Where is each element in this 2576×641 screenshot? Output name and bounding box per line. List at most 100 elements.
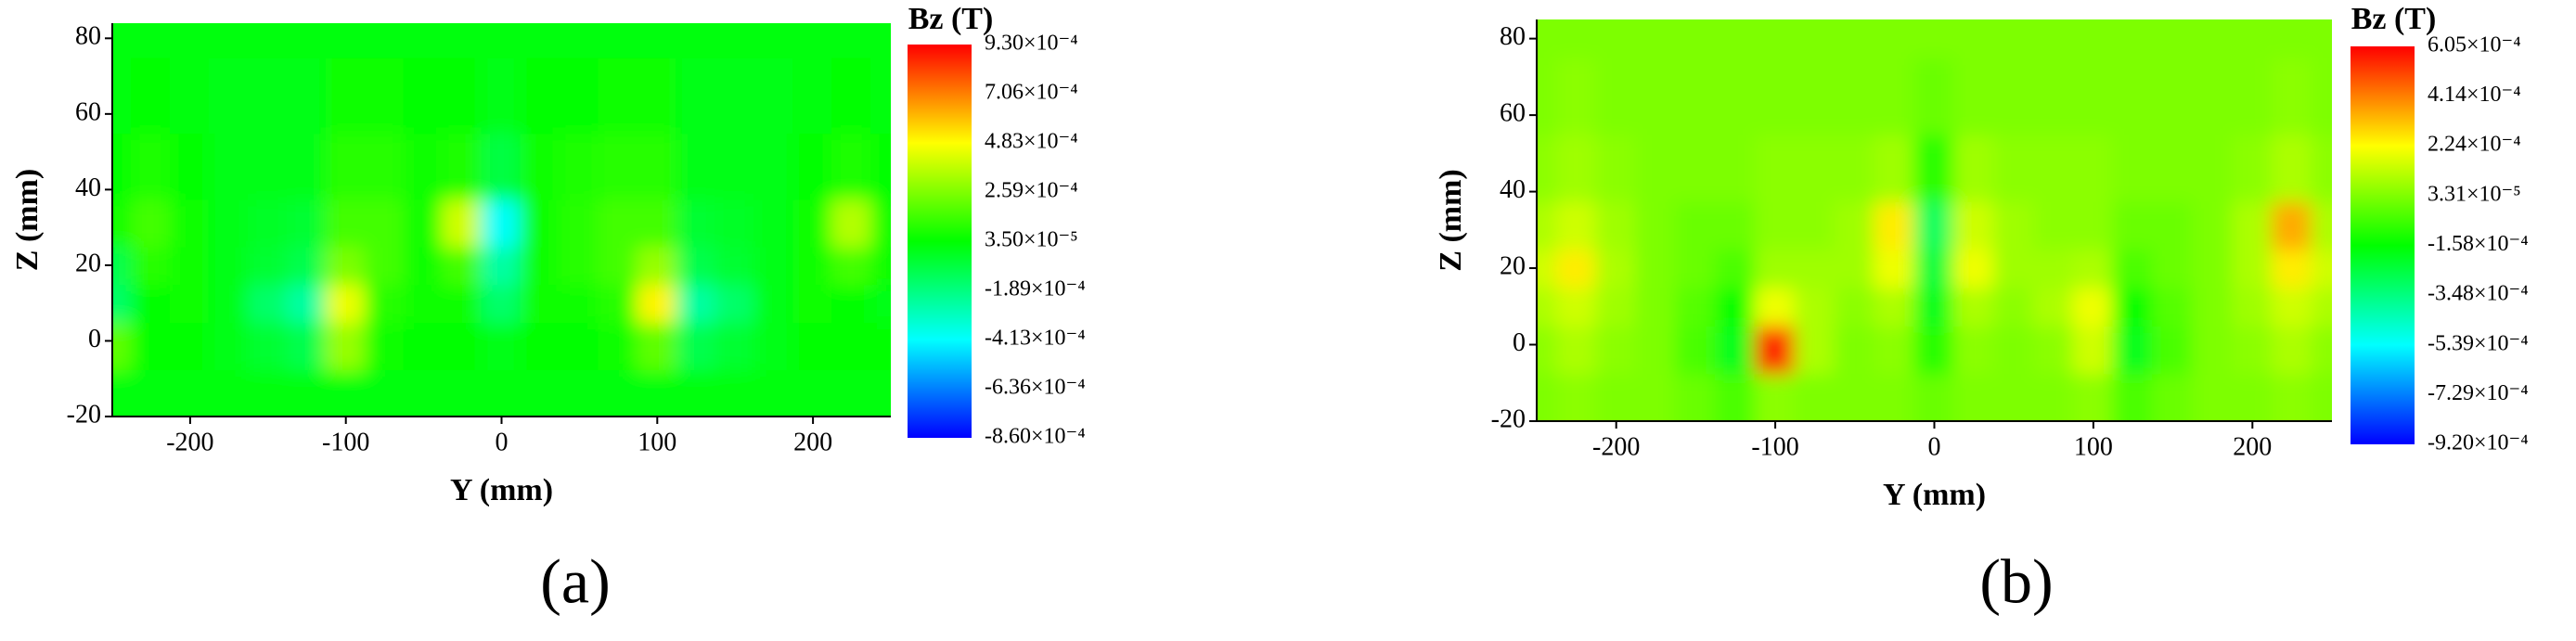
cell [403, 368, 444, 417]
cell [559, 198, 600, 248]
y-tick-label: 20 [75, 249, 101, 277]
cell [481, 198, 522, 248]
cell [1992, 248, 2035, 288]
cell [520, 23, 561, 58]
x-axis-label: Y (mm) [1883, 478, 1986, 512]
cell [1834, 133, 1876, 202]
cell [403, 56, 444, 135]
cell [112, 321, 133, 371]
cell [481, 56, 522, 135]
cell [2072, 57, 2115, 135]
cell [1794, 133, 1836, 202]
cell [1874, 286, 1916, 327]
cell [364, 321, 406, 371]
cell [792, 245, 834, 286]
x-tick-label: 100 [638, 428, 676, 456]
cell [1754, 133, 1797, 202]
cell [1595, 57, 1638, 135]
cell [2231, 133, 2273, 202]
cell [1874, 57, 1916, 135]
cell [403, 132, 444, 200]
cell [130, 245, 172, 286]
cell [2271, 248, 2313, 288]
cell [1674, 248, 1717, 288]
cell [442, 23, 483, 58]
cell [2152, 133, 2195, 202]
cell [2271, 372, 2313, 421]
cell [112, 132, 133, 200]
cell [2311, 19, 2332, 59]
cell [792, 132, 834, 200]
cell [831, 283, 873, 324]
cell [676, 283, 717, 324]
cell [130, 368, 172, 417]
cell [2271, 324, 2313, 375]
cell [2152, 372, 2195, 421]
cell [403, 23, 444, 58]
cell [1794, 199, 1836, 250]
cell [831, 23, 873, 58]
cell [1754, 372, 1797, 421]
cell [364, 368, 406, 417]
cell [1595, 372, 1638, 421]
cell [2192, 199, 2234, 250]
cell [1794, 248, 1836, 288]
cell [2072, 324, 2115, 375]
cell [2072, 133, 2115, 202]
cell [325, 23, 367, 58]
cell [247, 245, 289, 286]
cell [1555, 248, 1598, 288]
cell [2311, 199, 2332, 250]
cell [676, 245, 717, 286]
cell [364, 132, 406, 200]
y-tick-label: 60 [1500, 99, 1526, 128]
cell [130, 283, 172, 324]
cell [637, 56, 678, 135]
cell [481, 321, 522, 371]
cell [2032, 199, 2075, 250]
cell [1537, 286, 1558, 327]
cell [481, 132, 522, 200]
cell [112, 56, 133, 135]
cell [1754, 286, 1797, 327]
cell [1714, 57, 1757, 135]
cell [1794, 57, 1836, 135]
cell [1674, 19, 1717, 59]
cell [2152, 248, 2195, 288]
y-tick-label: 20 [1500, 251, 1526, 280]
cell [2311, 248, 2332, 288]
cell [1952, 248, 1995, 288]
cell [2032, 19, 2075, 59]
cell [2152, 324, 2195, 375]
cell [169, 245, 211, 286]
cell [598, 245, 639, 286]
cell [715, 132, 756, 200]
cell [559, 283, 600, 324]
cell [1874, 199, 1916, 250]
colorbar [908, 45, 972, 438]
heatmap [112, 23, 891, 417]
cell [169, 321, 211, 371]
y-tick-label: -20 [1491, 404, 1526, 433]
cell [325, 198, 367, 248]
cell [2231, 324, 2273, 375]
cell [753, 368, 795, 417]
y-tick-label: 0 [1513, 328, 1526, 357]
cell [753, 245, 795, 286]
cell [403, 283, 444, 324]
cell [559, 23, 600, 58]
cell [1794, 19, 1836, 59]
cell [637, 368, 678, 417]
cell [598, 56, 639, 135]
cell [1794, 286, 1836, 327]
panel-label: (b) [1979, 546, 2053, 617]
y-tick-label: 0 [88, 325, 101, 353]
cell [2231, 57, 2273, 135]
y-tick-label: 60 [75, 97, 101, 126]
cell [286, 56, 328, 135]
cell [1595, 199, 1638, 250]
colorbar-tick-label: 2.59×10⁻⁴ [985, 178, 1078, 202]
cell [1834, 372, 1876, 421]
